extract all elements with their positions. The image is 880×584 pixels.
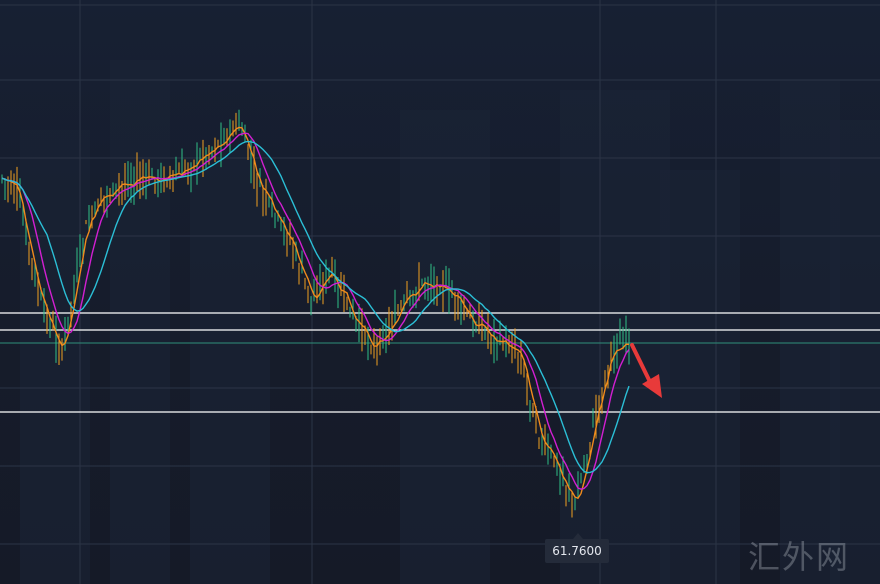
background-building bbox=[660, 170, 740, 584]
signal-arrow-head bbox=[642, 374, 662, 398]
background-building bbox=[560, 90, 670, 584]
signal-arrow-shaft bbox=[630, 343, 654, 388]
ma-slow-line bbox=[1, 140, 630, 474]
background-building bbox=[830, 120, 880, 584]
ma-fast-line bbox=[1, 126, 630, 500]
background-building bbox=[190, 150, 270, 584]
background-building bbox=[110, 60, 170, 584]
low-price-label: 61.7600 bbox=[545, 533, 609, 563]
background-building bbox=[400, 110, 490, 584]
watermark-logo: 汇外网 bbox=[748, 538, 851, 576]
ma-mid-line bbox=[1, 132, 630, 490]
